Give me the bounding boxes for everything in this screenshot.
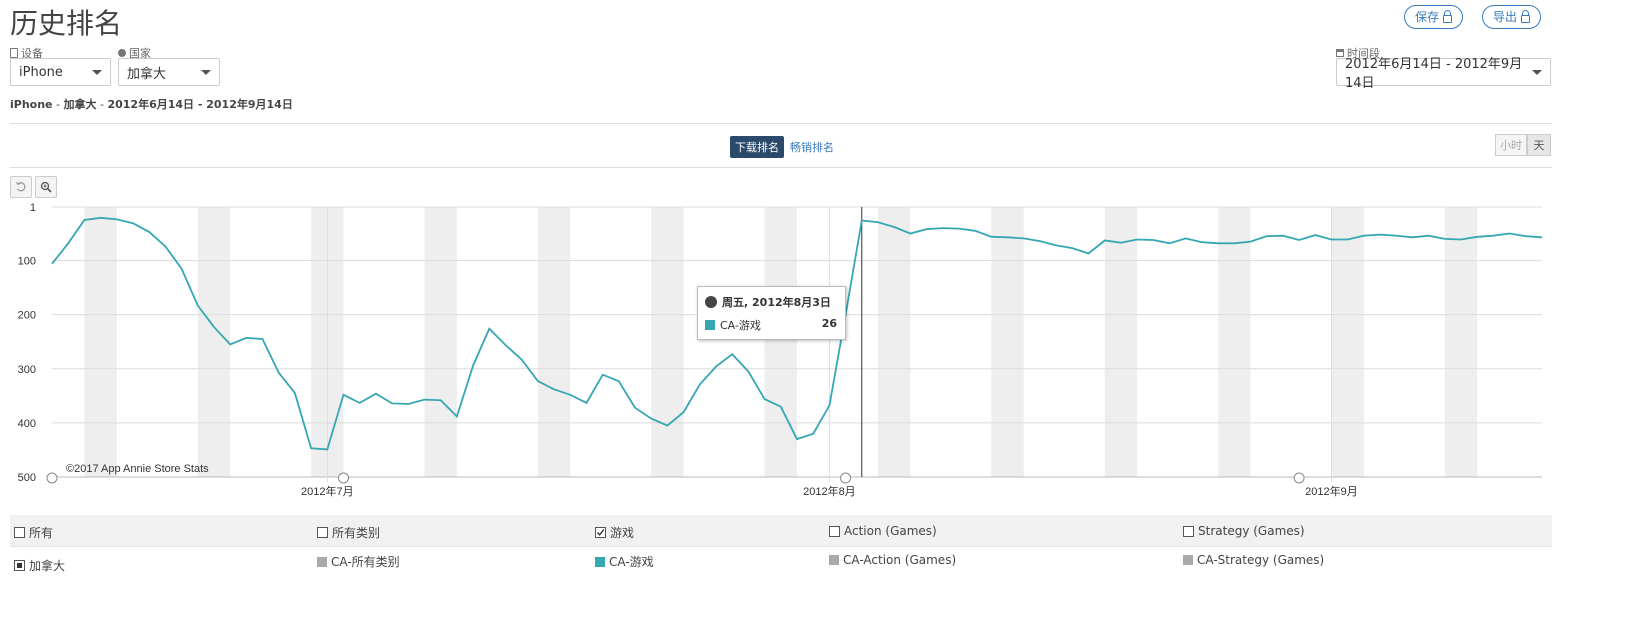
country-select[interactable]: 加拿大 bbox=[118, 58, 220, 86]
annotation-marker[interactable] bbox=[840, 472, 852, 484]
tooltip-date: 周五, 2012年8月3日 bbox=[722, 296, 831, 309]
export-label: 导出 bbox=[1493, 10, 1518, 24]
weekend-band bbox=[84, 207, 117, 477]
series-color-swatch bbox=[705, 320, 715, 330]
category-all-categories[interactable]: 所有类别 bbox=[317, 524, 380, 541]
weekend-band bbox=[537, 207, 571, 477]
divider bbox=[10, 546, 1552, 547]
category-action-games[interactable]: Action (Games) bbox=[829, 524, 937, 538]
category-games[interactable]: 游戏 bbox=[595, 524, 634, 541]
period-select[interactable]: 2012年6月14日 - 2012年9月14日 bbox=[1336, 57, 1551, 91]
save-button[interactable]: 保存 bbox=[1404, 5, 1464, 29]
checkbox[interactable] bbox=[829, 525, 840, 537]
series-color-swatch bbox=[1183, 555, 1193, 565]
series-ca-action-games[interactable]: CA-Action (Games) bbox=[829, 553, 956, 567]
category-all[interactable]: 所有 bbox=[14, 524, 53, 541]
series-row: 加拿大 CA-所有类别 CA-游戏 CA-Action (Games) CA-S… bbox=[10, 548, 1552, 580]
series-color-swatch bbox=[595, 556, 605, 567]
calendar-icon bbox=[1336, 49, 1344, 57]
x-tick-label: 2012年7月 bbox=[301, 484, 354, 498]
country-label: 国家 bbox=[118, 45, 151, 61]
x-tick-label: 2012年8月 bbox=[803, 484, 856, 498]
checkbox[interactable] bbox=[1183, 525, 1194, 537]
checkbox[interactable] bbox=[14, 527, 25, 538]
checkbox-checked[interactable] bbox=[595, 527, 606, 538]
weekend-band bbox=[1218, 207, 1251, 477]
tab-grossing-rank[interactable]: 畅销排名 bbox=[790, 141, 834, 154]
zoom-icon bbox=[40, 181, 52, 193]
weekend-band bbox=[197, 207, 231, 477]
series-line-ca-games bbox=[51, 216, 1543, 451]
undo-icon bbox=[16, 182, 26, 192]
tooltip-series: CA-游戏 bbox=[720, 319, 761, 332]
weekend-band bbox=[1331, 207, 1364, 477]
copyright-text: ©2017 App Annie Store Stats bbox=[66, 463, 209, 475]
series-ca-all-categories[interactable]: CA-所有类别 bbox=[317, 553, 400, 570]
y-tick-label: 100 bbox=[18, 256, 36, 268]
series-color-swatch bbox=[317, 556, 327, 567]
series-ca-strategy-games[interactable]: CA-Strategy (Games) bbox=[1183, 553, 1324, 567]
checkbox-partial[interactable] bbox=[14, 560, 25, 571]
chart-tooltip: 周五, 2012年8月3日 CA-游戏 26 bbox=[697, 286, 846, 340]
checkmark-icon bbox=[596, 529, 605, 536]
device-select[interactable]: iPhone bbox=[10, 58, 111, 86]
rank-tabs: 下载排名 畅销排名 bbox=[730, 136, 834, 158]
country-toggle-canada[interactable]: 加拿大 bbox=[14, 557, 65, 574]
weekend-band bbox=[1104, 207, 1138, 477]
y-tick-label: 300 bbox=[18, 364, 36, 376]
reset-zoom-button[interactable] bbox=[10, 176, 32, 198]
series-ca-games[interactable]: CA-游戏 bbox=[595, 553, 654, 570]
checkbox[interactable] bbox=[317, 527, 328, 538]
weekend-band bbox=[991, 207, 1024, 477]
series-color-swatch bbox=[829, 555, 839, 565]
lock-icon bbox=[1443, 10, 1453, 23]
zoom-in-button[interactable] bbox=[35, 176, 57, 198]
x-tick-label: 2012年9月 bbox=[1305, 484, 1358, 498]
export-button[interactable]: 导出 bbox=[1482, 5, 1542, 29]
globe-icon bbox=[118, 49, 126, 57]
weekend-band bbox=[424, 207, 457, 477]
tooltip-value: 26 bbox=[821, 317, 837, 330]
y-tick-label: 200 bbox=[18, 310, 36, 322]
chevron-down-icon bbox=[1532, 70, 1542, 75]
y-tick-label: 400 bbox=[18, 418, 36, 430]
device-icon bbox=[10, 48, 18, 58]
annotation-marker[interactable] bbox=[1293, 472, 1305, 484]
y-tick-label: 500 bbox=[18, 472, 36, 484]
category-strategy-games[interactable]: Strategy (Games) bbox=[1183, 524, 1305, 538]
category-row: 所有 所有类别 游戏 Action (Games) Strategy (Game… bbox=[10, 515, 1552, 547]
rank-chart[interactable]: 1 100 200 300 400 500 2012年7月 2012年8月 2012年9月 ©… bbox=[0, 196, 1560, 506]
globe-icon bbox=[705, 296, 717, 308]
weekend-band bbox=[877, 207, 911, 477]
period-label: 时间段 bbox=[1336, 45, 1380, 61]
annotation-marker[interactable] bbox=[46, 472, 58, 484]
selection-summary: iPhone - 加拿大 - 2012年6月14日 - 2012年9月14日 bbox=[10, 98, 293, 111]
weekend-band bbox=[1444, 207, 1478, 477]
granularity-day-button[interactable]: 天 bbox=[1527, 134, 1551, 156]
lock-icon bbox=[1521, 10, 1531, 23]
annotation-marker[interactable] bbox=[338, 472, 350, 484]
granularity-hour-button[interactable]: 小时 bbox=[1495, 134, 1527, 156]
chevron-down-icon bbox=[201, 70, 211, 75]
weekend-band bbox=[764, 207, 797, 477]
y-tick-label: 1 bbox=[30, 202, 36, 214]
page-title: 历史排名 bbox=[10, 7, 123, 40]
device-label: 设备 bbox=[10, 45, 43, 61]
chevron-down-icon bbox=[92, 70, 102, 75]
divider bbox=[10, 123, 1552, 124]
divider bbox=[10, 167, 1552, 168]
save-label: 保存 bbox=[1415, 10, 1440, 24]
tab-download-rank[interactable]: 下载排名 bbox=[730, 136, 784, 158]
weekend-band bbox=[651, 207, 684, 477]
